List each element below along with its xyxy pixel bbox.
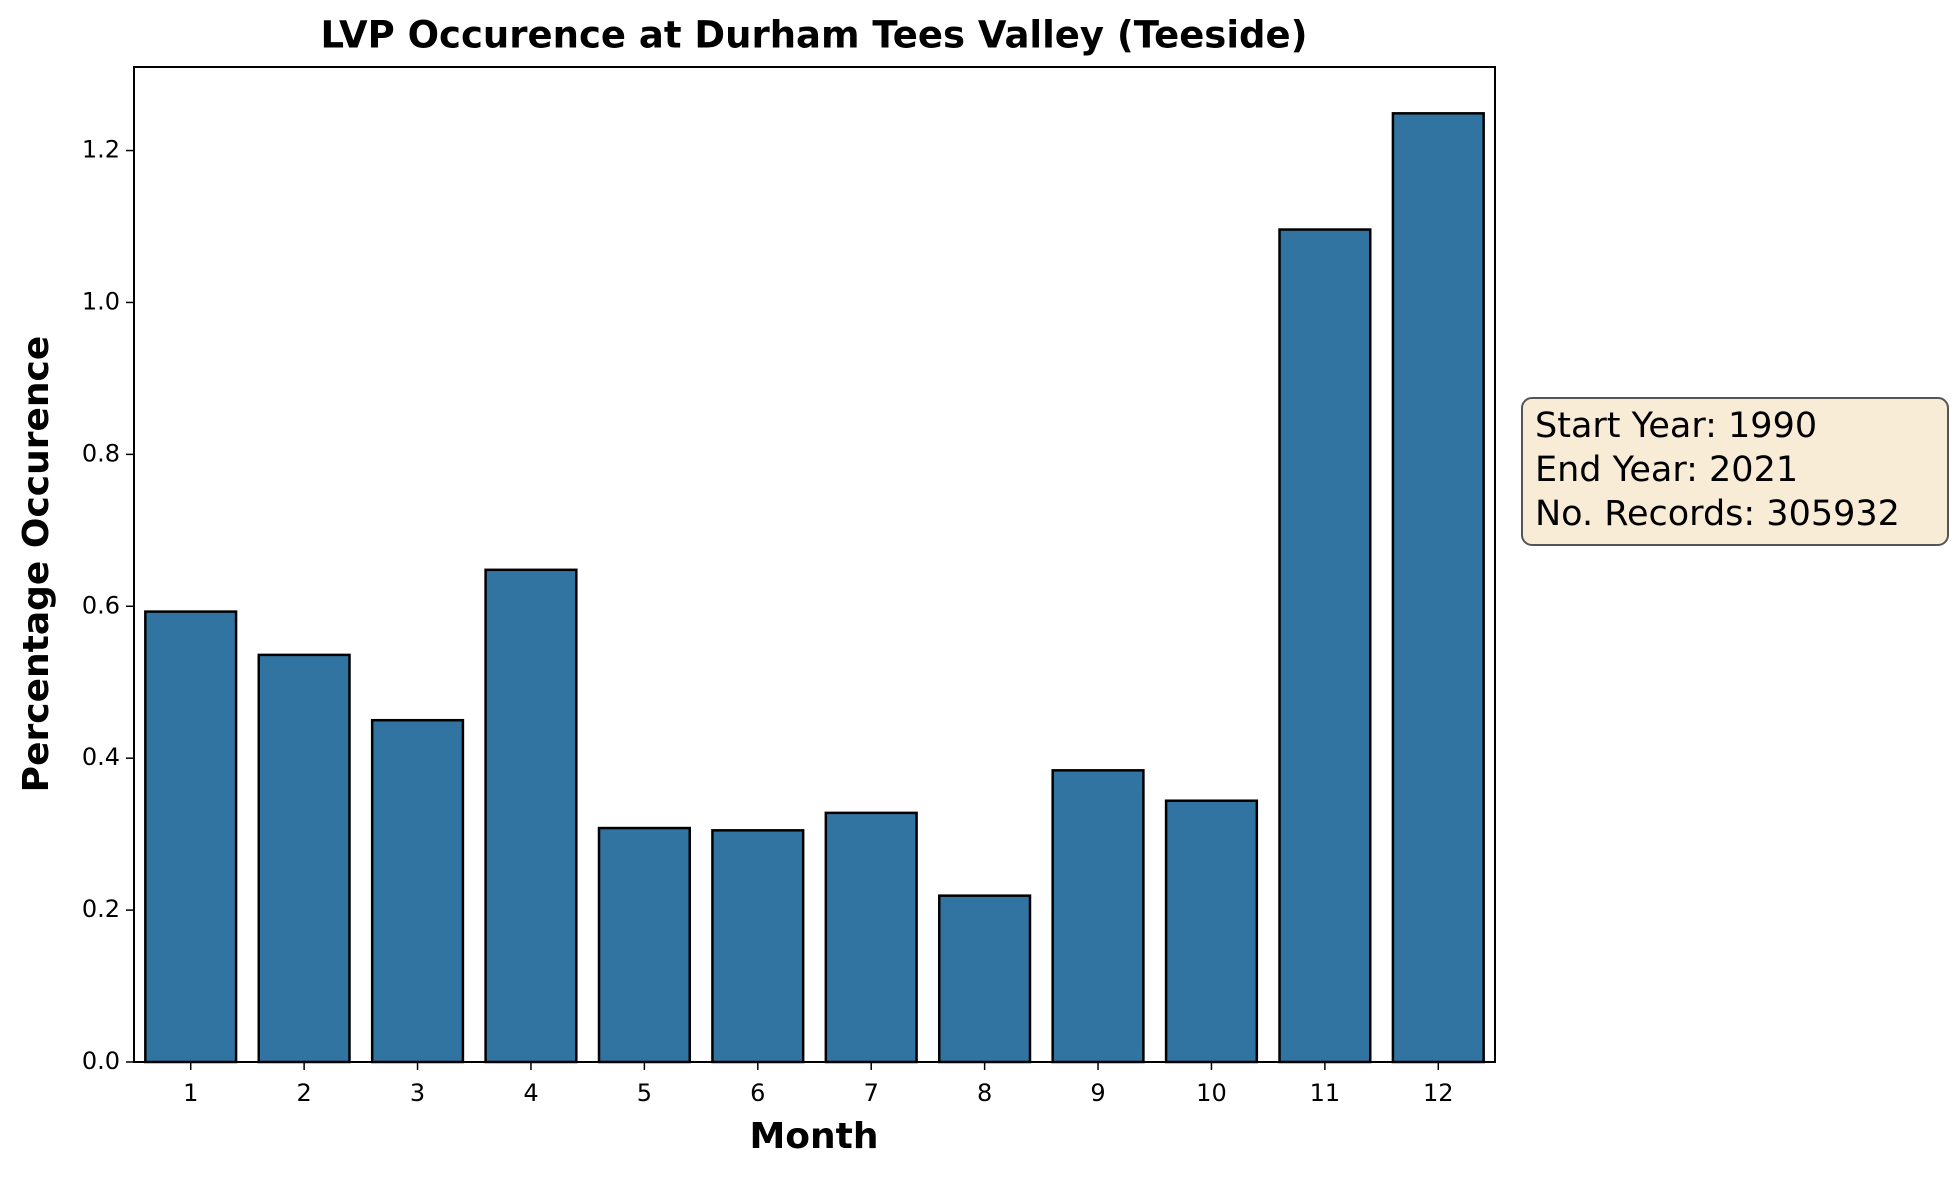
x-tick-label: 1 — [183, 1079, 198, 1107]
y-tick-label: 0.6 — [82, 591, 120, 619]
x-axis-label: Month — [749, 1116, 878, 1157]
bar — [1051, 769, 1145, 1064]
annotation-text: Start Year: 1990 — [1535, 406, 1817, 446]
x-tick-label: 6 — [750, 1079, 765, 1107]
bar — [144, 610, 238, 1064]
chart-title: LVP Occurence at Durham Tees Valley (Tee… — [320, 14, 1307, 57]
x-tick-label: 4 — [523, 1079, 538, 1107]
bar — [370, 718, 465, 1064]
bar — [711, 829, 805, 1064]
bar — [938, 894, 1032, 1064]
y-tick-label: 0.2 — [82, 895, 120, 923]
x-tick-label: 3 — [410, 1079, 425, 1107]
x-tick-label: 10 — [1196, 1079, 1227, 1107]
y-tick-label: 0.8 — [82, 439, 120, 467]
y-tick-label: 0.4 — [82, 743, 120, 771]
bar — [1391, 112, 1485, 1064]
annotation-text: No. Records: 305932 — [1535, 494, 1900, 534]
y-axis-label: Percentage Occurence — [16, 336, 57, 793]
y-tick-label: 1.0 — [82, 287, 120, 315]
bar — [484, 568, 578, 1064]
x-tick-label: 7 — [864, 1079, 879, 1107]
plot-frame — [133, 66, 1496, 1063]
annotation-box — [1521, 397, 1949, 546]
x-tick-label: 12 — [1423, 1079, 1454, 1107]
annotation-text: End Year: 2021 — [1535, 450, 1798, 490]
x-tick-label: 9 — [1090, 1079, 1105, 1107]
bar — [1278, 228, 1372, 1064]
bar — [824, 811, 918, 1064]
x-tick-label: 11 — [1310, 1079, 1341, 1107]
y-tick-label: 1.2 — [82, 136, 120, 164]
bar — [597, 826, 691, 1064]
bar — [257, 653, 351, 1064]
x-tick-label: 5 — [637, 1079, 652, 1107]
x-tick-label: 2 — [296, 1079, 311, 1107]
x-tick-label: 8 — [977, 1079, 992, 1107]
bar — [1164, 799, 1259, 1064]
y-tick-label: 0.0 — [82, 1047, 120, 1075]
